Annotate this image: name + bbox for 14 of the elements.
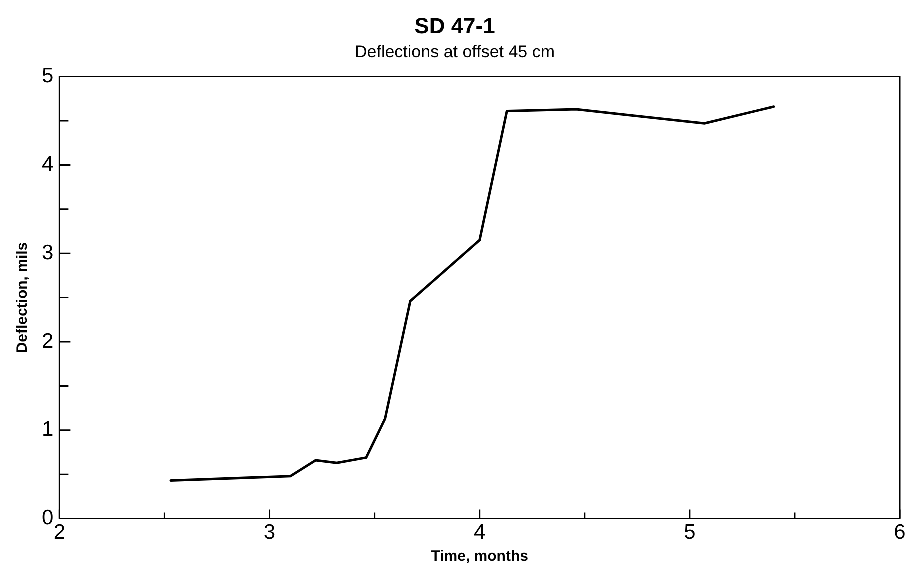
y-tick-label: 1 [42,418,54,442]
x-tick-label: 6 [894,521,906,544]
y-tick-label: 5 [42,64,54,88]
y-tick-label: 0 [42,506,54,530]
y-axis-title: Deflection, mils [14,242,32,354]
x-tick-label: 3 [264,521,276,544]
x-axis-title: Time, months [431,548,528,566]
chart-subtitle: Deflections at offset 45 cm [354,42,556,62]
chart-title: SD 47-1 [414,13,496,38]
x-tick-label: 4 [474,521,486,544]
y-tick-label: 4 [42,152,54,176]
y-tick-label: 3 [42,241,54,264]
x-tick-label: 5 [684,521,696,544]
y-tick-label: 2 [42,330,54,353]
